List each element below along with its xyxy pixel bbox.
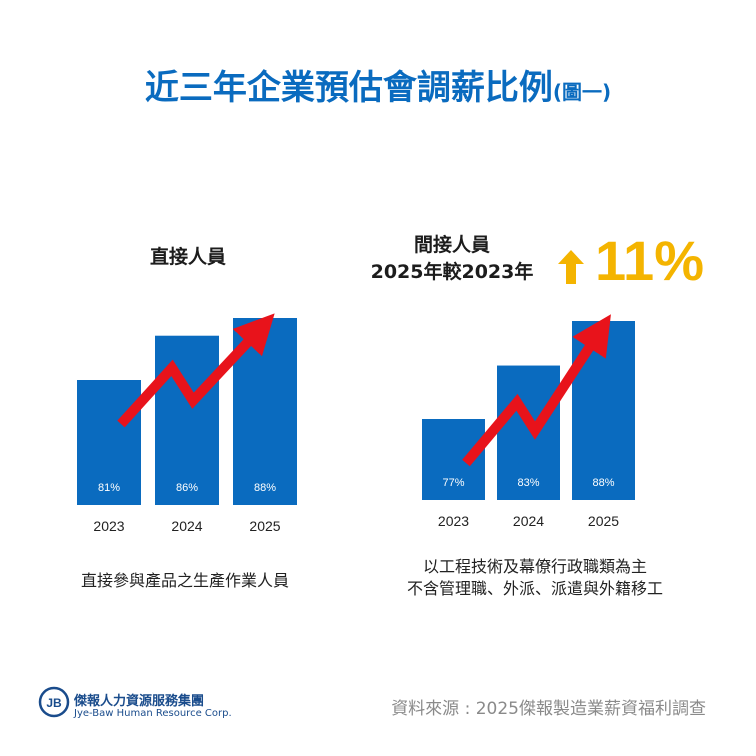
bar-value-label: 81% xyxy=(98,482,120,494)
bar-value-label: 88% xyxy=(592,477,614,489)
logo-english-name: Jye-Baw Human Resource Corp. xyxy=(74,708,232,719)
chart2-title-line2: 2025年較2023年 xyxy=(370,261,534,283)
x-tick-label: 2024 xyxy=(171,518,202,534)
chart1-title: 直接人員 xyxy=(88,244,288,271)
x-tick-label: 2023 xyxy=(438,513,469,529)
trend-arrow xyxy=(462,314,611,467)
chart1-title-text: 直接人員 xyxy=(149,246,226,268)
up-arrow-icon xyxy=(558,250,584,284)
title-main: 近三年企業預估會調薪比例 xyxy=(144,68,553,108)
svg-text:JB: JB xyxy=(46,696,62,710)
x-tick-label: 2025 xyxy=(249,518,280,534)
page-title: 近三年企業預估會調薪比例(圖一) xyxy=(0,60,756,109)
chart2-description-line1: 以工程技術及幕僚行政職類為主 xyxy=(422,557,647,576)
title-sub: (圖一) xyxy=(552,80,612,104)
chart2-description: 以工程技術及幕僚行政職類為主 不含管理職、外派、派遣與外籍移工 xyxy=(370,556,700,600)
bar-2023 xyxy=(77,380,141,505)
logo-name: 傑報人力資源服務集團 xyxy=(74,694,205,709)
x-tick-label: 2024 xyxy=(513,513,544,529)
change-value: 11% xyxy=(595,229,704,292)
chart2-description-line2: 不含管理職、外派、派遣與外籍移工 xyxy=(406,579,663,598)
chart1-description: 直接參與產品之生產作業人員 xyxy=(80,571,289,590)
chart2: 77% 2023 83% 2024 88% 2025 xyxy=(422,314,635,529)
data-source: 資料來源 : 2025傑報製造業薪資福利調查 xyxy=(391,699,706,719)
x-tick-label: 2025 xyxy=(588,513,619,529)
bar-2024 xyxy=(497,365,560,500)
company-logo-icon: JB xyxy=(38,686,70,718)
bar-value-label: 77% xyxy=(442,477,464,489)
trend-arrow xyxy=(117,313,275,428)
bar-value-label: 88% xyxy=(254,482,276,494)
chart2-title-line1: 間接人員 xyxy=(413,234,490,256)
x-tick-label: 2023 xyxy=(93,518,124,534)
bar-2025 xyxy=(572,321,635,500)
chart2-title: 間接人員 2025年較2023年 xyxy=(352,232,552,286)
bar-2024 xyxy=(155,335,219,505)
chart1: 81% 2023 86% 2024 88% 2025 xyxy=(77,313,297,534)
bar-value-label: 86% xyxy=(176,482,198,494)
bar-value-label: 83% xyxy=(517,477,539,489)
